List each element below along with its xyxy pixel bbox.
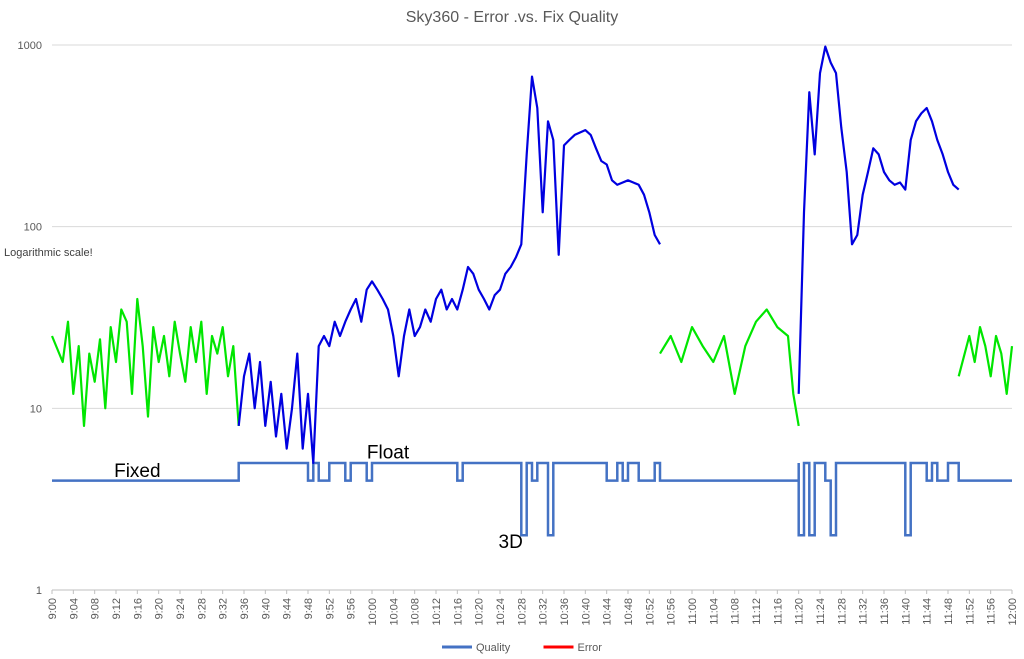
legend-label-error: Error bbox=[578, 642, 603, 654]
legend-label-quality: Quality bbox=[476, 642, 511, 654]
x-tick-label: 10:40 bbox=[580, 598, 592, 626]
x-tick-label: 11:40 bbox=[900, 598, 912, 625]
x-tick-label: 9:00 bbox=[47, 598, 59, 619]
x-tick-label: 9:40 bbox=[260, 598, 272, 619]
series-line-error-fixed bbox=[659, 308, 800, 427]
chart-title: Sky360 - Error .vs. Fix Quality bbox=[406, 9, 619, 26]
gridlines bbox=[52, 44, 1012, 591]
x-axis-tick-labels: 9:00 9:04 9:08 9:12 9:16 9:20 9:24 9:28 9:32 9:36… bbox=[47, 590, 1019, 626]
x-tick-label: 11:36 bbox=[879, 598, 891, 625]
y-tick-label: 1 bbox=[36, 585, 42, 597]
x-tick-label: 11:24 bbox=[815, 598, 827, 625]
x-tick-label: 9:12 bbox=[111, 598, 123, 619]
x-tick-label: 9:16 bbox=[132, 598, 144, 619]
series-line-error-fixed bbox=[50, 297, 240, 427]
y-axis-tick-labels: 1 10 100 1000 bbox=[18, 40, 42, 597]
series-line-error-fixed bbox=[957, 326, 1014, 395]
y-tick-label: 100 bbox=[24, 222, 42, 234]
x-tick-label: 10:08 bbox=[410, 598, 422, 626]
x-tick-label: 10:12 bbox=[431, 598, 443, 626]
annotation-label: Fixed bbox=[114, 461, 160, 482]
x-tick-label: 11:44 bbox=[922, 598, 934, 625]
x-tick-label: 9:48 bbox=[303, 598, 315, 619]
x-tick-label: 12:00 bbox=[1007, 598, 1019, 626]
x-tick-label: 10:00 bbox=[367, 598, 379, 626]
series-line-quality bbox=[52, 461, 1012, 537]
x-tick-label: 10:36 bbox=[559, 598, 571, 626]
x-tick-label: 10:44 bbox=[602, 598, 614, 626]
x-tick-label: 11:00 bbox=[687, 598, 699, 625]
x-tick-label: 10:28 bbox=[516, 598, 528, 626]
y-tick-label: 1000 bbox=[18, 40, 42, 52]
x-tick-label: 10:20 bbox=[474, 598, 486, 626]
x-tick-label: 9:24 bbox=[175, 598, 187, 619]
x-tick-label: 10:32 bbox=[538, 598, 550, 626]
annotation-label: 3D bbox=[499, 532, 523, 553]
series-line-error-float bbox=[797, 45, 960, 394]
x-tick-label: 9:52 bbox=[324, 598, 336, 619]
x-tick-label: 9:32 bbox=[218, 598, 230, 619]
x-tick-label: 9:20 bbox=[154, 598, 166, 619]
x-tick-label: 11:08 bbox=[730, 598, 742, 625]
x-tick-label: 9:28 bbox=[196, 598, 208, 619]
annotation-label: Float bbox=[367, 442, 410, 463]
x-tick-label: 11:16 bbox=[772, 598, 784, 625]
x-tick-label: 11:20 bbox=[794, 598, 806, 625]
x-tick-label: 10:24 bbox=[495, 598, 507, 626]
x-tick-label: 11:56 bbox=[986, 598, 998, 625]
log-scale-note: Logarithmic scale! bbox=[4, 247, 93, 259]
series-lines bbox=[50, 45, 1014, 537]
x-tick-label: 9:36 bbox=[239, 598, 251, 619]
series-line-error-float bbox=[237, 75, 661, 465]
x-tick-label: 11:12 bbox=[751, 598, 763, 625]
y-tick-label: 10 bbox=[30, 403, 42, 415]
x-tick-label: 11:32 bbox=[858, 598, 870, 625]
x-tick-label: 9:56 bbox=[346, 598, 358, 619]
x-tick-label: 11:04 bbox=[708, 598, 720, 625]
x-tick-label: 11:48 bbox=[943, 598, 955, 625]
x-tick-label: 9:44 bbox=[282, 598, 294, 619]
x-tick-label: 10:56 bbox=[666, 598, 678, 626]
x-tick-label: 11:52 bbox=[964, 598, 976, 625]
x-tick-label: 10:16 bbox=[452, 598, 464, 626]
x-tick-label: 9:04 bbox=[68, 598, 80, 619]
x-tick-label: 10:48 bbox=[623, 598, 635, 626]
x-tick-label: 10:52 bbox=[644, 598, 656, 626]
x-tick-label: 9:08 bbox=[90, 598, 102, 619]
annotations: Fixed Float 3D bbox=[114, 442, 523, 553]
x-tick-label: 11:28 bbox=[836, 598, 848, 625]
legend: Quality Error bbox=[442, 642, 602, 654]
x-tick-label: 10:04 bbox=[388, 598, 400, 626]
